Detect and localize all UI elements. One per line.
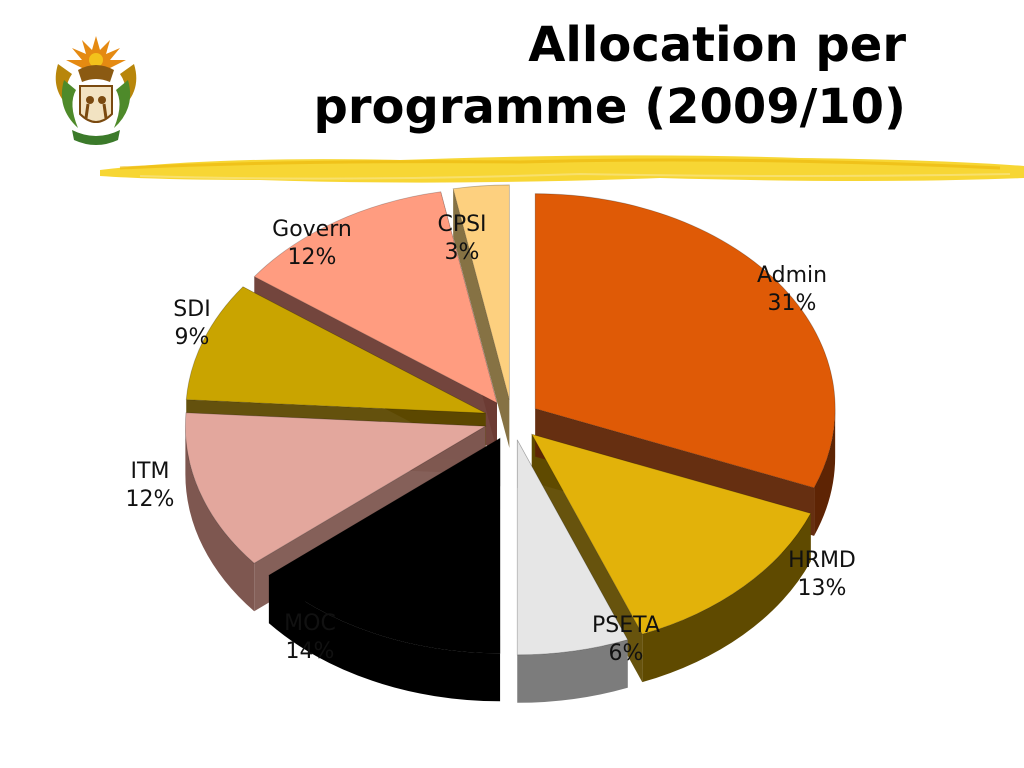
pie-wall-cpsi-0: [453, 188, 510, 448]
slice-value-cpsi: 3%: [445, 240, 480, 265]
pie-slice-cpsi: [452, 184, 510, 401]
slice-value-itm: 12%: [126, 487, 175, 512]
slice-name-admin: Admin: [757, 263, 827, 288]
pie-slice-govern: [253, 191, 498, 404]
pie-slice-sdi: [185, 286, 486, 414]
slice-name-cpsi: CPSI: [437, 212, 486, 237]
title-line-2: programme (2009/10): [313, 79, 906, 135]
pie-slice-hrmd: [530, 433, 812, 635]
slice-name-govern: Govern: [272, 217, 352, 242]
slice-name-hrmd: HRMD: [788, 548, 856, 573]
slice-name-pseta: PSETA: [592, 613, 660, 638]
title-line-1: Allocation per: [528, 17, 906, 73]
pie-side-moc: [268, 575, 501, 702]
pie-labels: Admin 31% HRMD 13% PSETA 6% MOC 14% ITM 12% SDI 9% G…: [126, 212, 856, 666]
pie-side-hrmd: [642, 513, 811, 683]
pie-slice-pseta: [516, 439, 629, 656]
slice-name-itm: ITM: [131, 459, 170, 484]
slide-title: Allocation per programme (2009/10): [186, 14, 906, 138]
slice-value-hrmd: 13%: [798, 576, 847, 601]
slice-name-moc: MOC: [284, 611, 336, 636]
slice-value-sdi: 9%: [175, 325, 210, 350]
pie-side-pseta: [517, 639, 628, 703]
highlighter-stroke: [100, 155, 1024, 183]
pie-slice-moc: [268, 437, 501, 654]
pie-slice-admin: [534, 193, 836, 489]
pie-slice-itm: [185, 412, 487, 564]
slice-value-admin: 31%: [768, 291, 817, 316]
pie-tops: [185, 184, 836, 656]
slice-value-govern: 12%: [288, 245, 337, 270]
slice-name-sdi: SDI: [173, 297, 210, 322]
slice-value-moc: 14%: [286, 639, 335, 664]
slice-value-pseta: 6%: [609, 641, 644, 666]
pie-side-admin: [814, 408, 836, 536]
pie-side-itm: [185, 426, 255, 612]
coat-of-arms-icon: [55, 36, 137, 145]
